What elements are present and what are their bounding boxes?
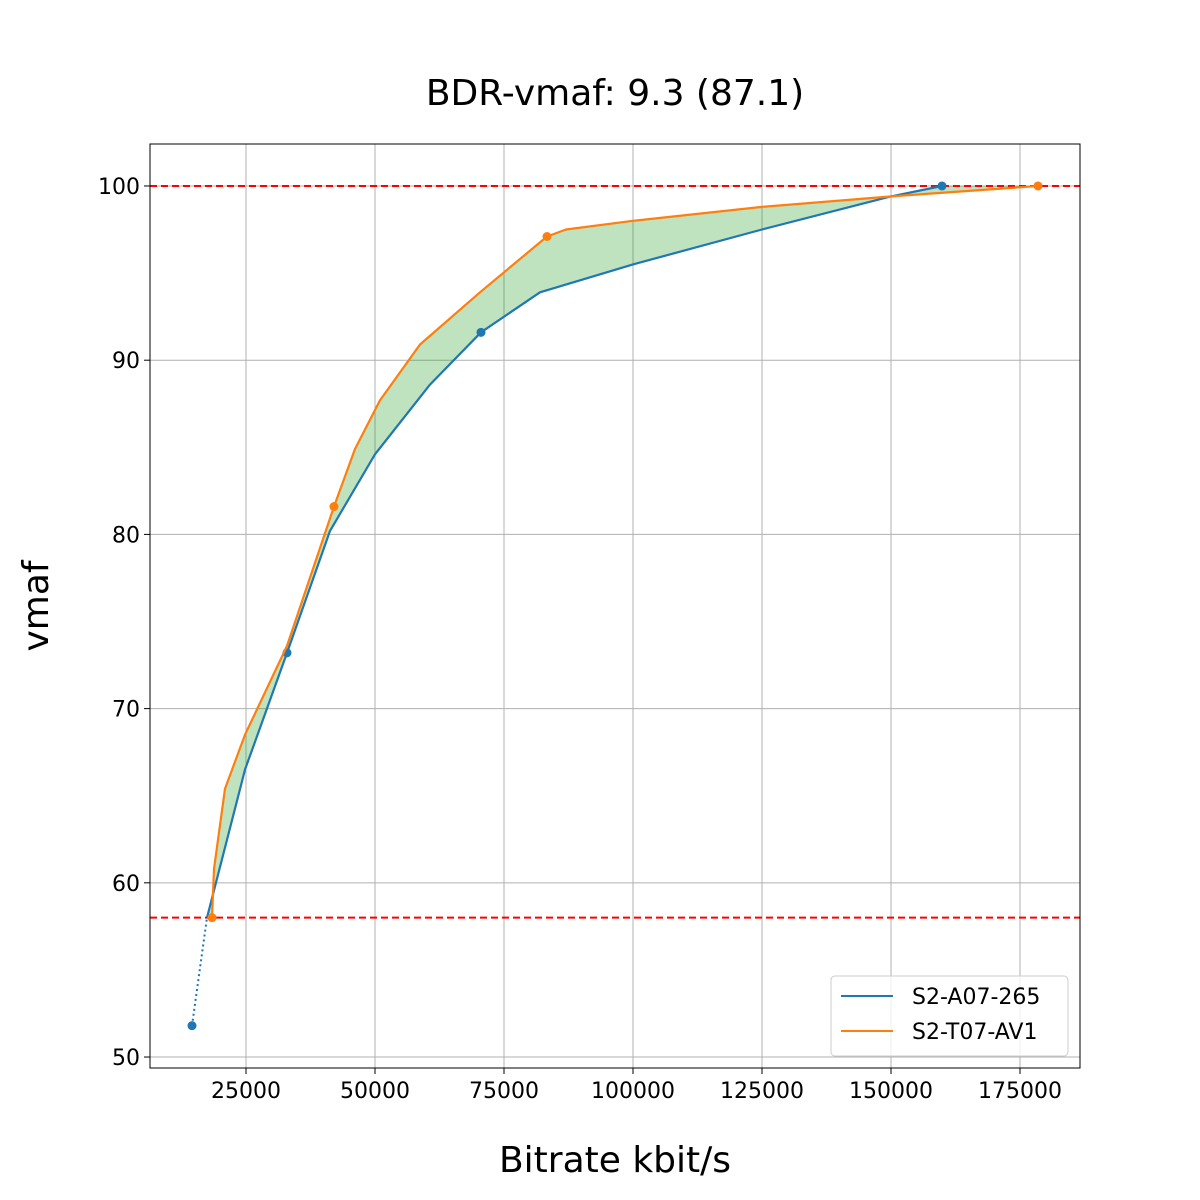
series-line-0	[205, 184, 943, 918]
bdr-fill	[207, 186, 1038, 918]
data-point	[329, 502, 339, 512]
data-point	[207, 913, 217, 923]
y-tick-label: 80	[112, 523, 140, 548]
y-tick-label: 60	[112, 872, 140, 897]
grid	[150, 144, 1080, 1068]
y-tick-label: 50	[112, 1046, 140, 1071]
data-point	[187, 1021, 197, 1031]
y-tick-label: 100	[98, 175, 140, 200]
x-tick-label: 75000	[469, 1079, 539, 1104]
legend-label-1: S2-T07-AV1	[912, 1020, 1037, 1045]
y-tick-label: 70	[112, 698, 140, 723]
plot-frame	[149, 143, 1081, 1069]
series-line-1	[210, 184, 1039, 918]
y-tick-label: 90	[112, 349, 140, 374]
x-tick-label: 125000	[720, 1079, 804, 1104]
data-point	[542, 232, 552, 242]
data-point	[476, 327, 486, 337]
y-axis-label: vmaf	[16, 559, 57, 651]
x-tick-label: 175000	[978, 1079, 1062, 1104]
ticks: 25000 50000 75000 100000 125000 150000 175000 5…	[98, 175, 1062, 1104]
series-group	[187, 181, 1043, 1031]
legend-label-0: S2-A07-265	[912, 985, 1040, 1010]
x-tick-label: 100000	[591, 1079, 675, 1104]
x-axis-label: Bitrate kbit/s	[499, 1140, 731, 1181]
extrapolation-line	[191, 917, 208, 1026]
data-point	[1033, 181, 1043, 191]
x-tick-label: 150000	[849, 1079, 933, 1104]
x-tick-label: 25000	[211, 1079, 281, 1104]
x-tick-label: 50000	[340, 1079, 410, 1104]
threshold-lines	[150, 184, 1080, 919]
chart-title: BDR-vmaf: 9.3 (87.1)	[426, 73, 804, 114]
bdr-fill-area	[207, 186, 1038, 918]
data-point	[937, 181, 947, 191]
legend: S2-A07-265 S2-T07-AV1	[830, 975, 1069, 1057]
